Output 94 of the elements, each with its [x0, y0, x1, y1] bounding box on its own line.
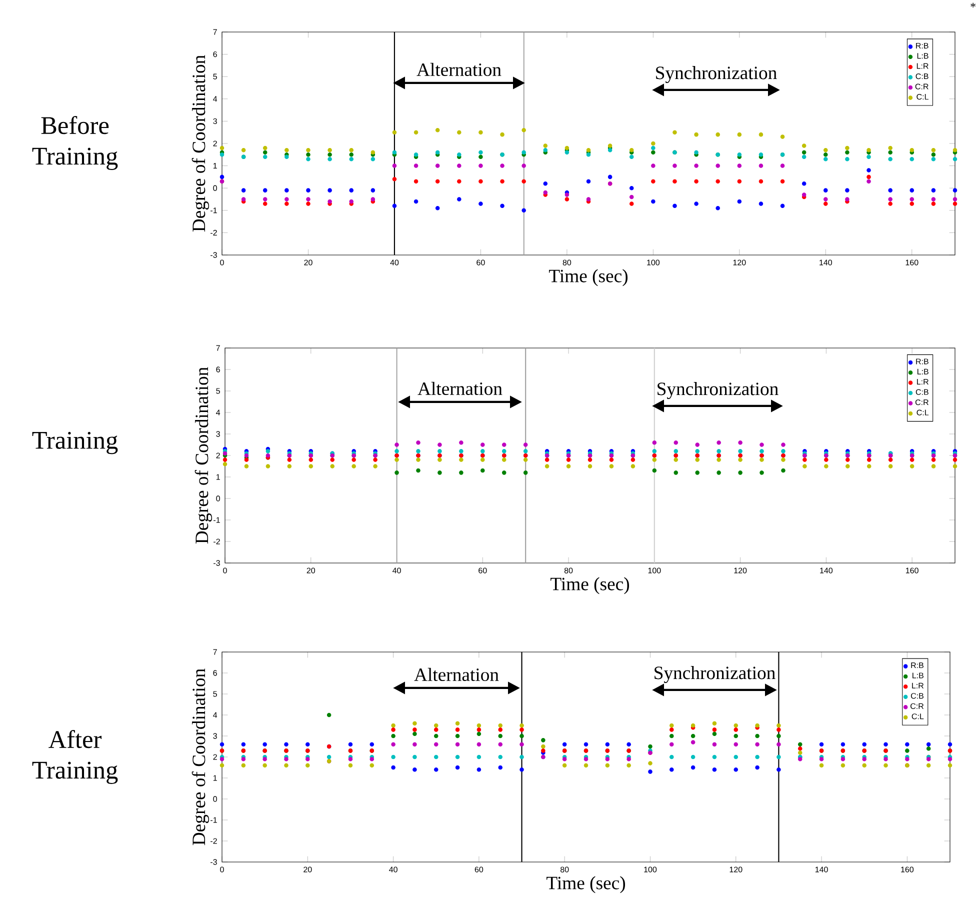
legend-label: C:L: [916, 410, 929, 416]
annotation: Alternation: [418, 382, 502, 396]
x-tick-label: 140: [815, 866, 828, 872]
legend-label: C:B: [916, 389, 928, 395]
legend-label: L:B: [917, 53, 928, 59]
x-tick-label: 40: [389, 866, 398, 872]
legend-label: C:B: [916, 73, 928, 80]
x-tick-label: 160: [906, 260, 918, 266]
x-tick-label: 40: [390, 260, 399, 266]
x-axis-title: Time (sec): [550, 577, 630, 594]
x-tick-label: 80: [562, 260, 572, 266]
y-tick-label: -3: [210, 252, 217, 258]
legend-label: L:R: [916, 63, 928, 69]
legend-label: C:B: [910, 693, 924, 699]
x-tick-label: 160: [901, 866, 914, 872]
legend-label: C:R: [915, 84, 928, 90]
x-axis-title: Time (sec): [549, 269, 628, 286]
x-tick-label: 20: [304, 260, 312, 266]
annotation: Alternation: [416, 62, 502, 76]
x-tick-label: 80: [560, 866, 569, 872]
y-tick-label: 6: [216, 366, 220, 372]
legend-label: C:R: [915, 399, 928, 406]
x-tick-label: 60: [476, 260, 485, 266]
y-tick-label: 3: [216, 431, 220, 437]
y-tick-label: 3: [213, 733, 217, 739]
x-tick-label: 40: [392, 568, 401, 574]
y-axis-title: Degree of Coordination: [194, 367, 212, 544]
legend-label: R:B: [916, 42, 928, 48]
x-tick-label: 0: [220, 260, 224, 266]
x-tick-label: 100: [647, 260, 660, 266]
legend-label: C:R: [910, 703, 924, 709]
y-tick-label: -1: [210, 208, 217, 214]
text: Before Training: [32, 116, 118, 170]
y-tick-label: -2: [210, 838, 217, 844]
x-tick-label: 80: [564, 568, 573, 574]
y-tick-label: 1: [216, 474, 220, 480]
legend-label: L:B: [912, 672, 924, 678]
y-tick-label: 7: [216, 345, 220, 351]
y-tick-label: -2: [210, 230, 217, 236]
x-tick-label: 100: [648, 568, 661, 574]
x-tick-label: 100: [644, 866, 657, 872]
legend-label: R:B: [911, 662, 924, 668]
x-tick-label: 120: [734, 568, 747, 574]
annotation: Alternation: [414, 668, 499, 682]
x-tick-label: 60: [474, 866, 484, 872]
legend-label: L:R: [917, 379, 928, 385]
text: After Training: [32, 730, 118, 784]
y-tick-label: -2: [214, 538, 220, 544]
x-tick-label: 0: [223, 568, 227, 574]
y-tick-label: 2: [213, 140, 217, 146]
y-tick-label: 1: [213, 163, 217, 169]
text: Training: [32, 432, 118, 454]
x-tick-label: 20: [304, 866, 312, 872]
annotation: Synchronization: [656, 66, 777, 84]
text: *: [970, 2, 976, 8]
x-tick-label: 120: [733, 260, 746, 266]
x-tick-label: 120: [730, 866, 742, 872]
y-tick-label: 3: [213, 118, 217, 124]
y-tick-label: -1: [214, 517, 220, 523]
annotation: Synchronization: [658, 382, 778, 400]
x-tick-label: 60: [478, 568, 487, 574]
y-tick-label: 5: [213, 691, 217, 697]
x-tick-label: 20: [306, 568, 316, 574]
legend-label: C:L: [912, 714, 924, 720]
legend-label: L:R: [912, 682, 924, 688]
y-tick-label: 0: [213, 185, 217, 191]
legend-label: C:L: [916, 94, 928, 100]
x-axis-title: Time (sec): [546, 876, 626, 894]
legend-label: R:B: [916, 358, 928, 364]
x-tick-label: 140: [820, 568, 833, 574]
y-tick-label: 7: [213, 29, 217, 35]
x-tick-label: 160: [906, 568, 918, 574]
x-tick-label: 0: [220, 866, 224, 872]
y-tick-label: 6: [213, 51, 217, 58]
legend-label: L:B: [917, 368, 928, 374]
y-tick-label: 2: [213, 754, 217, 760]
y-tick-label: 1: [213, 775, 217, 781]
y-tick-label: 5: [216, 388, 220, 394]
y-tick-label: 0: [213, 796, 217, 802]
y-tick-label: -1: [210, 817, 217, 823]
y-tick-label: 2: [216, 452, 220, 458]
annotation: Synchronization: [654, 666, 776, 684]
y-axis-title: Degree of Coordination: [192, 668, 210, 846]
y-tick-label: 5: [213, 74, 217, 80]
y-tick-label: -3: [210, 859, 217, 865]
y-tick-label: 4: [216, 410, 220, 416]
y-tick-label: 4: [213, 712, 218, 718]
y-tick-label: 6: [213, 670, 217, 676]
x-tick-label: 140: [820, 260, 832, 266]
y-tick-label: -3: [214, 560, 220, 566]
y-tick-label: 7: [213, 649, 217, 655]
y-tick-label: 4: [213, 96, 218, 102]
y-tick-label: 0: [216, 496, 220, 502]
y-axis-title: Degree of Coordination: [192, 55, 210, 232]
